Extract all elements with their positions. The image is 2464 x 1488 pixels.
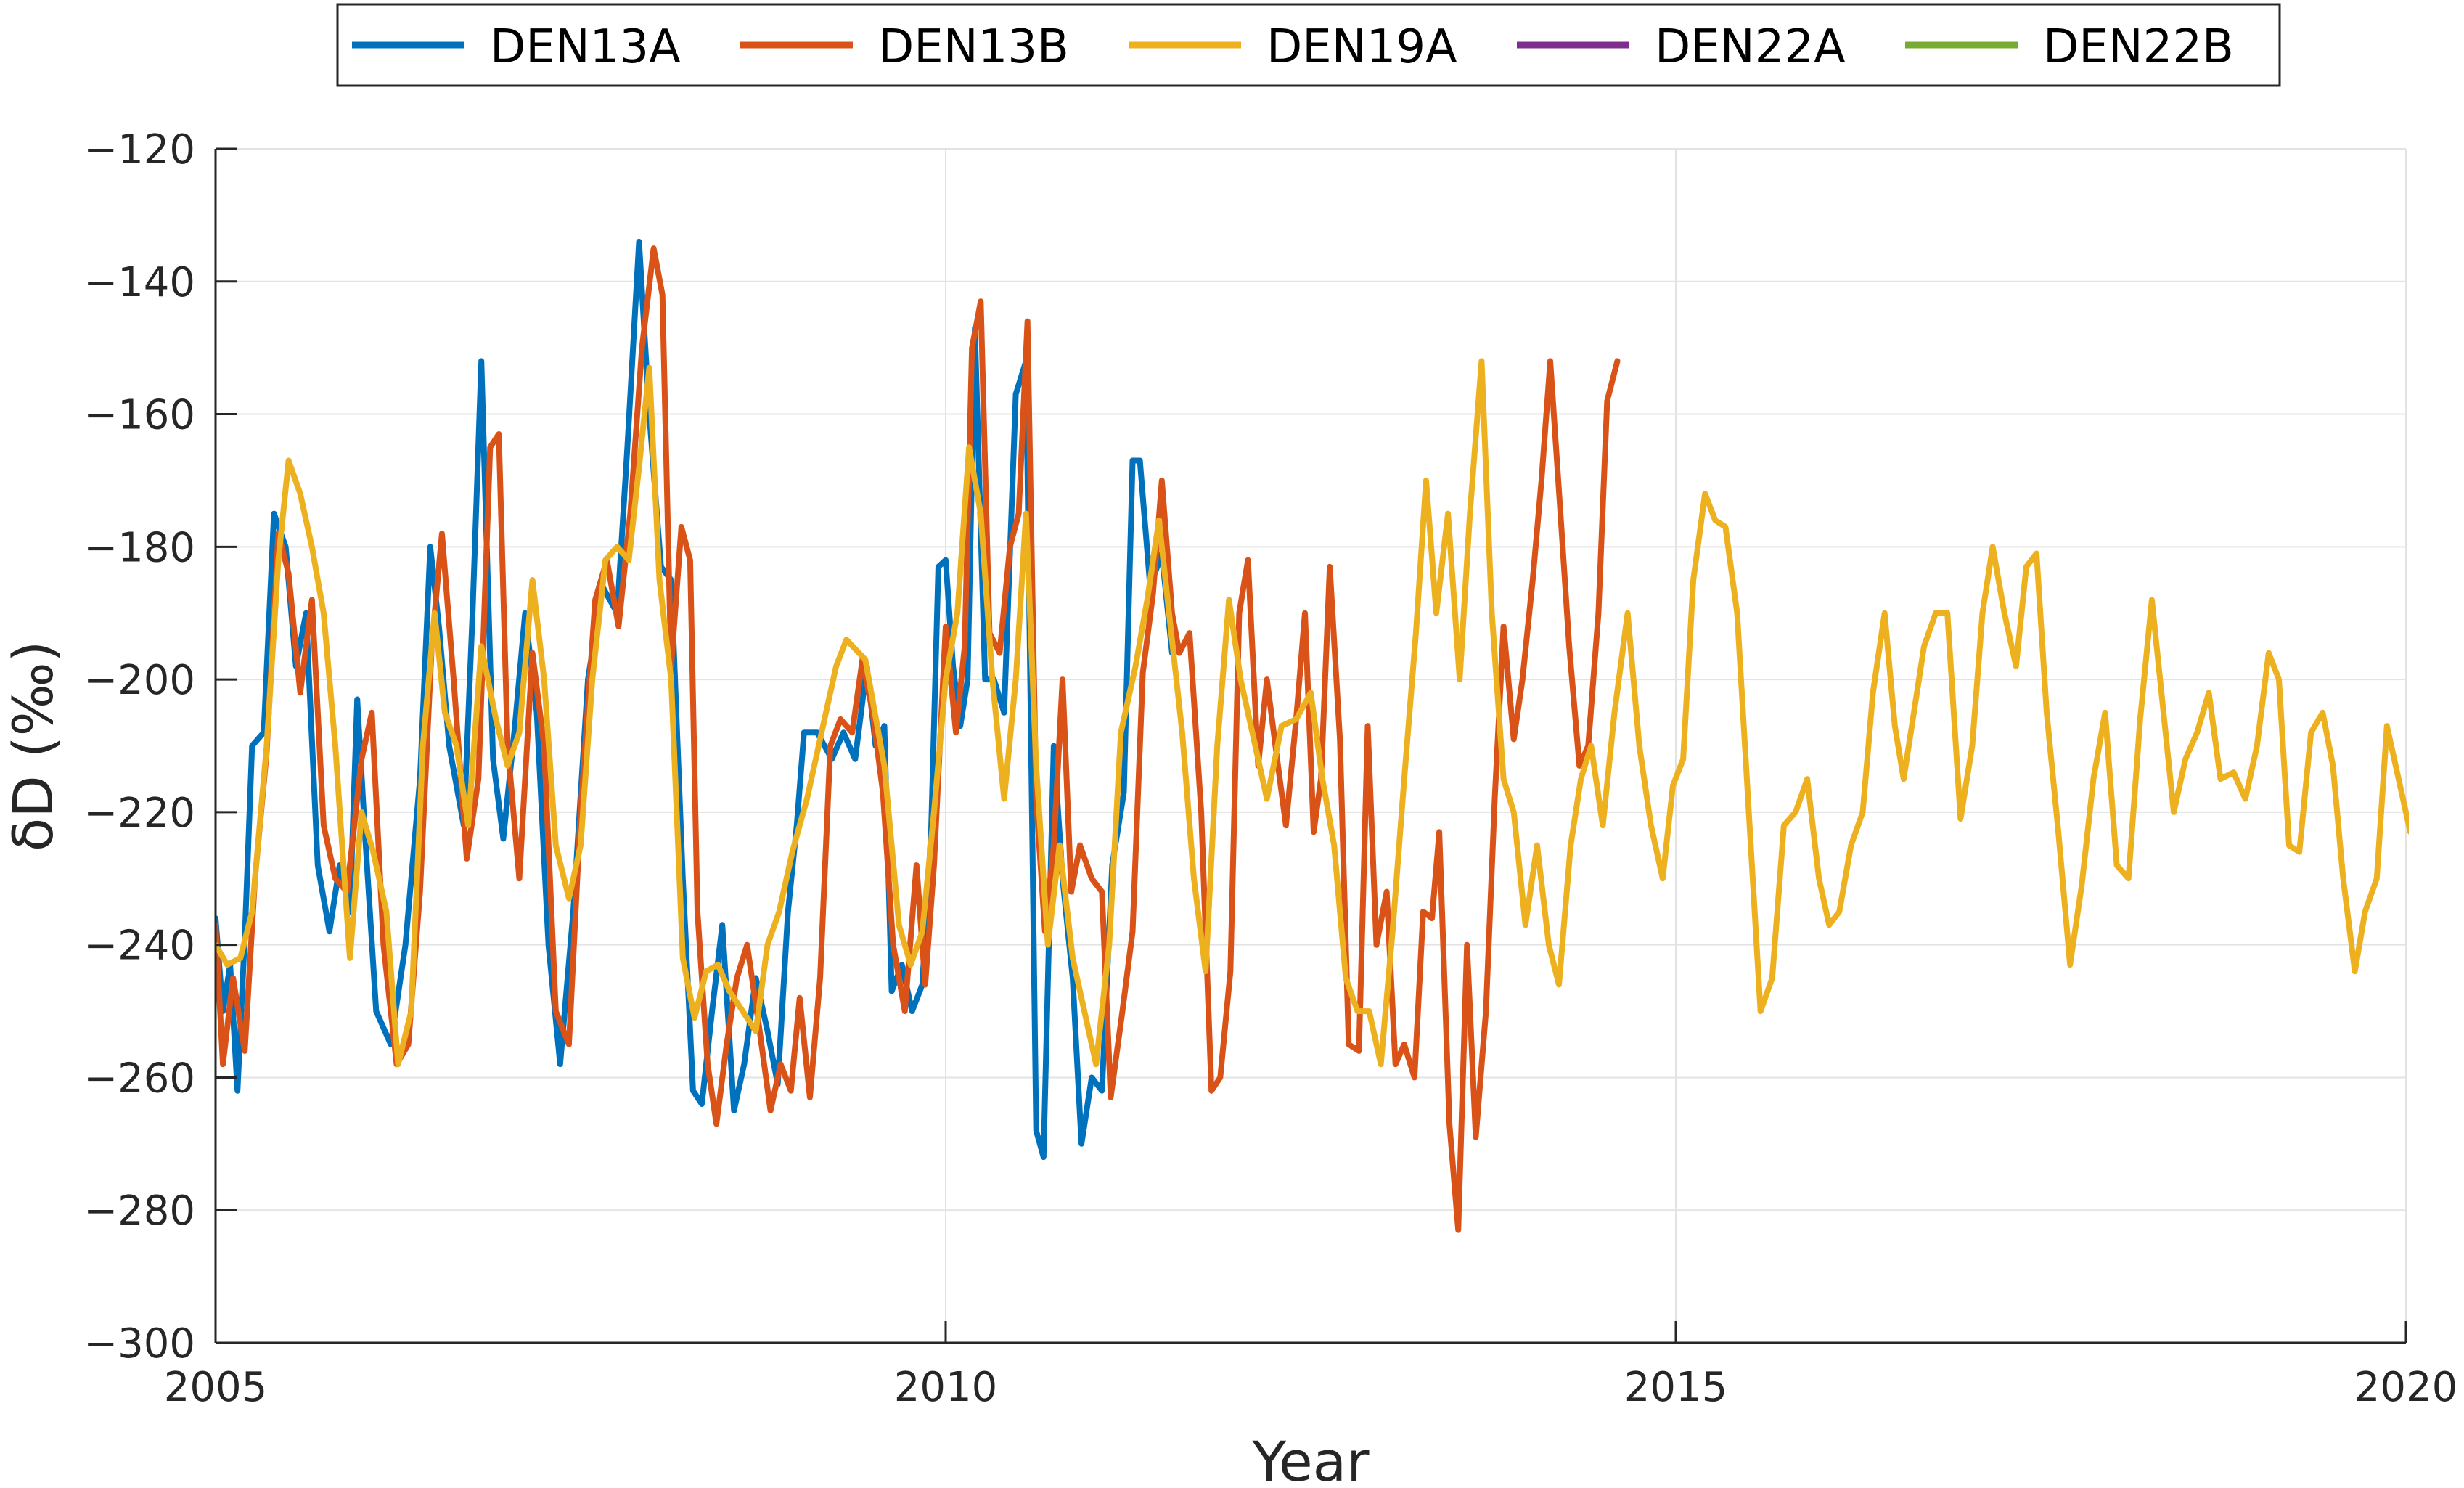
x-tick-label: 2020 — [2354, 1364, 2458, 1411]
y-tick-label: −140 — [83, 259, 195, 306]
legend-label: DEN19A — [1266, 20, 1457, 74]
y-tick-label: −260 — [83, 1055, 195, 1102]
y-tick-label: −220 — [83, 790, 195, 837]
x-tick-label: 2010 — [894, 1364, 998, 1411]
y-tick-label: −200 — [83, 657, 195, 704]
y-tick-label: −120 — [83, 126, 195, 173]
y-tick-label: −300 — [83, 1320, 195, 1368]
x-axis-label: Year — [1252, 1429, 1370, 1488]
legend-label: DEN13B — [878, 20, 1069, 74]
x-tick-label: 2015 — [1624, 1364, 1728, 1411]
legend-label: DEN22B — [2043, 20, 2234, 74]
y-tick-label: −160 — [83, 392, 195, 439]
legend-label: DEN22A — [1655, 20, 1846, 74]
axes — [214, 147, 2407, 1344]
x-tick-label: 2005 — [164, 1364, 268, 1411]
tick-labels: −300 −280 −260 −240 −220 −200 −180 −160 −140 −120… — [83, 126, 2457, 1411]
y-tick-label: −180 — [83, 524, 195, 571]
legend-label: DEN13A — [490, 20, 681, 74]
y-axis-label: δD (‰) — [1, 641, 65, 851]
series-line-den19a — [216, 358, 2409, 1068]
legend: DEN13A DEN13B DEN19A DEN22A DEN22B — [336, 3, 2281, 87]
y-tick-label: −240 — [83, 923, 195, 970]
y-tick-label: −280 — [83, 1187, 195, 1235]
series-lines — [216, 238, 2409, 1233]
